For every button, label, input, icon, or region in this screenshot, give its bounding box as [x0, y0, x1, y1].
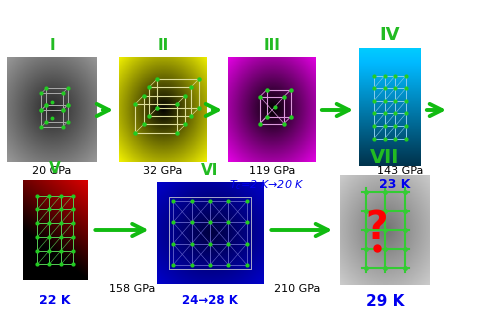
Text: 158 GPa: 158 GPa [110, 284, 156, 294]
Text: 210 GPa: 210 GPa [274, 284, 320, 294]
Text: 22 K: 22 K [39, 294, 71, 307]
Text: II: II [158, 38, 168, 54]
Text: III: III [264, 38, 280, 54]
Text: 119 GPa: 119 GPa [249, 166, 295, 177]
Text: ?: ? [366, 209, 388, 247]
Text: 24→28 K: 24→28 K [182, 294, 238, 307]
Text: $T_c$=2 K→20 K: $T_c$=2 K→20 K [229, 178, 305, 192]
Text: 32 GPa: 32 GPa [144, 166, 182, 177]
Text: 23 K: 23 K [380, 178, 410, 191]
Text: VII: VII [370, 148, 400, 167]
Text: IV: IV [380, 26, 400, 44]
Text: I: I [49, 38, 55, 54]
Text: V: V [49, 161, 61, 176]
Text: 143 GPa: 143 GPa [377, 166, 423, 177]
Text: 29 K: 29 K [366, 294, 404, 309]
Text: 20 GPa: 20 GPa [32, 166, 72, 177]
Text: VI: VI [202, 163, 218, 178]
